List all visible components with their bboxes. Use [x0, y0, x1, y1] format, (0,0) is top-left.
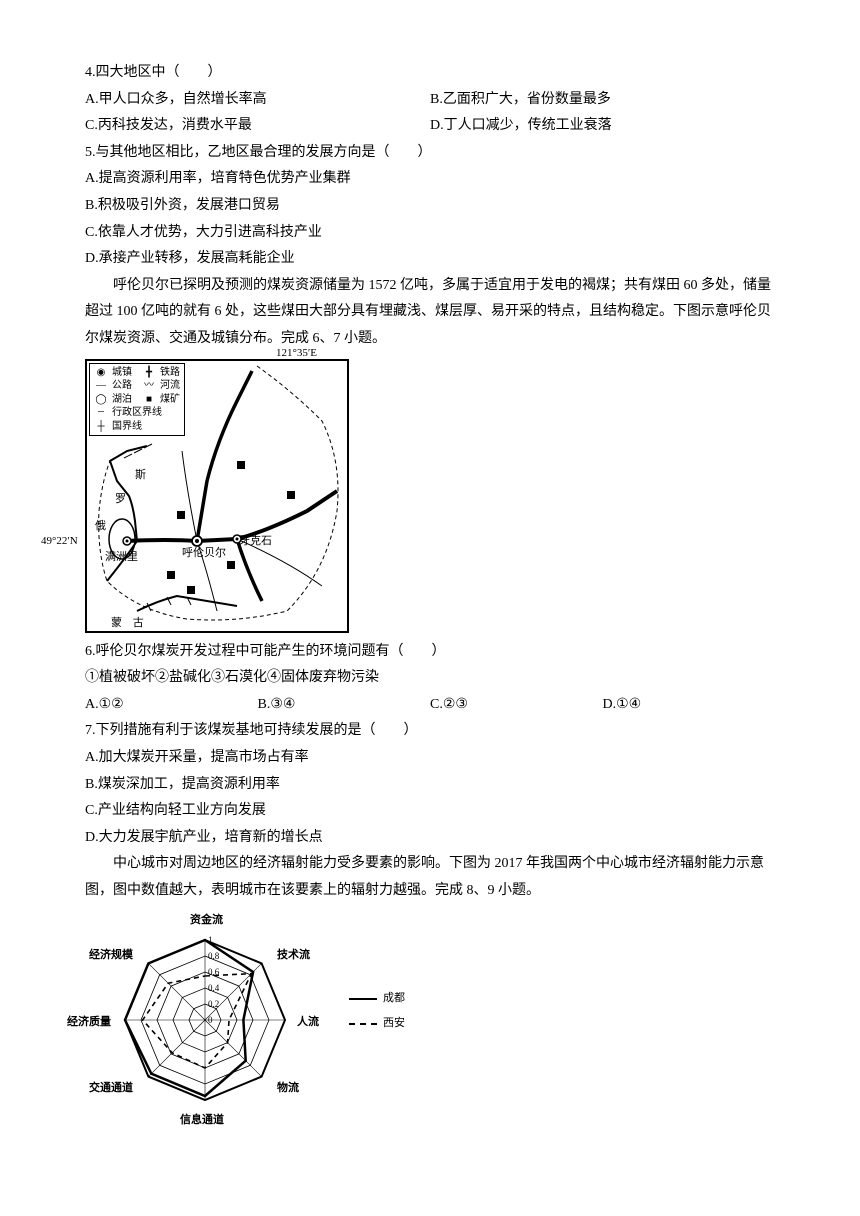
map-label-mongolia: 蒙 古 [111, 613, 148, 634]
radar-axis-5: 交通通道 [89, 1078, 133, 1099]
q5-opt-a: A.提高资源利用率，培育特色优势产业集群 [85, 166, 775, 193]
q4-options-row1: A.甲人口众多，自然增长率高 B.乙面积广大，省份数量最多 [85, 87, 775, 114]
q4-opt-b: B.乙面积广大，省份数量最多 [430, 87, 775, 114]
q7-opt-c: C.产业结构向轻工业方向发展 [85, 798, 775, 825]
passage67-text: 呼伦贝尔已探明及预测的煤炭资源储量为 1572 亿吨，多属于适宜用于发电的褐煤；… [85, 273, 775, 353]
q4-opt-c: C.丙科技发达，消费水平最 [85, 113, 430, 140]
legend-solid-line-icon [349, 998, 377, 1000]
q5-opt-b: B.积极吸引外资，发展港口贸易 [85, 193, 775, 220]
radar-axis-2: 人流 [297, 1012, 319, 1033]
radar-legend: 成都 西安 [349, 988, 405, 1038]
q5-opt-c: C.依靠人才优势，大力引进高科技产业 [85, 220, 775, 247]
q7-opt-d: D.大力发展宇航产业，培育新的增长点 [85, 825, 775, 852]
legend-xian: 西安 [383, 1013, 405, 1034]
q4-options-row2: C.丙科技发达，消费水平最 D.丁人口减少，传统工业衰落 [85, 113, 775, 140]
q6-opt-d: D.①④ [603, 692, 776, 719]
figure-radar-chart: 00.20.40.60.81 资金流 技术流 人流 物流 信息通道 交通通道 经… [85, 910, 415, 1130]
radar-axis-1: 技术流 [277, 945, 310, 966]
map-label-manzhouli: 满洲里 [105, 547, 138, 568]
map-latitude-label: 49°22′N [41, 531, 78, 552]
q5-stem: 5.与其他地区相比，乙地区最合理的发展方向是（ ） [85, 140, 775, 167]
q6-subitems: ①植被破坏②盐碱化③石漠化④固体废弃物污染 [85, 665, 775, 692]
q4-opt-a: A.甲人口众多，自然增长率高 [85, 87, 430, 114]
q7-opt-b: B.煤炭深加工，提高资源利用率 [85, 772, 775, 799]
map-label-yakeshi: 牙克石 [239, 531, 272, 552]
radar-axis-0: 资金流 [190, 910, 223, 931]
legend-chengdu: 成都 [383, 988, 405, 1009]
q5-opt-d: D.承接产业转移，发展高耗能企业 [85, 246, 775, 273]
map-label-russia-2: 罗 [115, 489, 126, 510]
q4-opt-d: D.丁人口减少，传统工业衰落 [430, 113, 775, 140]
figure-map-hulunbeier: 121°35′E 49°22′N ◉城镇╋铁路 —公路〰河流 ◯湖泊■煤矿 ┄行… [85, 359, 349, 633]
q6-opt-a: A.①② [85, 692, 258, 719]
q6-options: A.①② B.③④ C.②③ D.①④ [85, 692, 775, 719]
q7-stem: 7.下列措施有利于该煤炭基地可持续发展的是（ ） [85, 718, 775, 745]
map-label-hulunbeier: 呼伦贝尔 [182, 543, 226, 564]
radar-axis-4: 信息通道 [180, 1110, 224, 1131]
q7-opt-a: A.加大煤炭开采量，提高市场占有率 [85, 745, 775, 772]
radar-axis-3: 物流 [277, 1078, 299, 1099]
passage89-text: 中心城市对周边地区的经济辐射能力受多要素的影响。下图为 2017 年我国两个中心… [85, 851, 775, 904]
q4-stem: 4.四大地区中（ ） [85, 60, 775, 87]
radar-axis-6: 经济质量 [67, 1012, 111, 1033]
svg-text:0.8: 0.8 [208, 951, 220, 961]
radar-axis-7: 经济规模 [89, 945, 133, 966]
q6-stem: 6.呼伦贝尔煤炭开发过程中可能产生的环境问题有（ ） [85, 639, 775, 666]
svg-text:0.4: 0.4 [208, 983, 220, 993]
map-label-russia-3: 斯 [135, 465, 146, 486]
q6-opt-c: C.②③ [430, 692, 603, 719]
map-label-russia-1: 俄 [95, 516, 106, 537]
svg-text:0.2: 0.2 [208, 999, 219, 1009]
map-svg [87, 361, 347, 631]
svg-text:0: 0 [208, 1015, 213, 1025]
legend-dashed-line-icon [349, 1023, 377, 1025]
q6-opt-b: B.③④ [258, 692, 431, 719]
